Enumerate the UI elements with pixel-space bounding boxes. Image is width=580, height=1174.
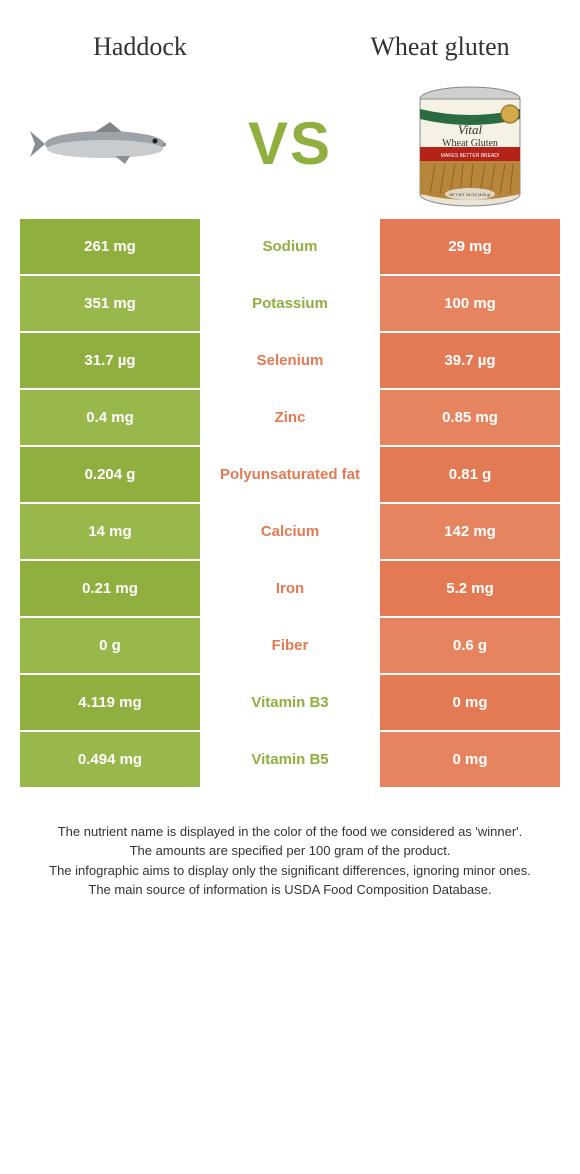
can-label-2: Wheat Gluten bbox=[442, 138, 498, 149]
right-value: 39.7 µg bbox=[380, 333, 560, 388]
nutrient-name: Iron bbox=[200, 561, 380, 616]
fish-icon bbox=[30, 119, 190, 169]
table-row: 0.494 mgVitamin B50 mg bbox=[20, 732, 560, 787]
nutrient-name: Zinc bbox=[200, 390, 380, 445]
left-food-title: Haddock bbox=[40, 30, 240, 64]
can-icon: Vital Wheat Gluten MAKES BETTER BREAD! N… bbox=[405, 79, 535, 209]
footnote-line: The nutrient name is displayed in the co… bbox=[30, 822, 550, 842]
right-value: 29 mg bbox=[380, 219, 560, 274]
right-value: 0.85 mg bbox=[380, 390, 560, 445]
header: Haddock Wheat gluten bbox=[0, 0, 580, 84]
left-value: 0.4 mg bbox=[20, 390, 200, 445]
nutrient-name: Fiber bbox=[200, 618, 380, 673]
left-value: 0.494 mg bbox=[20, 732, 200, 787]
left-food-image bbox=[30, 94, 190, 194]
table-row: 14 mgCalcium142 mg bbox=[20, 504, 560, 559]
left-value: 14 mg bbox=[20, 504, 200, 559]
right-value: 100 mg bbox=[380, 276, 560, 331]
svg-text:NET WT 15 OZ (425 g): NET WT 15 OZ (425 g) bbox=[449, 192, 491, 197]
right-value: 0 mg bbox=[380, 675, 560, 730]
table-row: 0 gFiber0.6 g bbox=[20, 618, 560, 673]
svg-text:MAKES BETTER BREAD!: MAKES BETTER BREAD! bbox=[441, 153, 500, 159]
table-row: 351 mgPotassium100 mg bbox=[20, 276, 560, 331]
left-value: 351 mg bbox=[20, 276, 200, 331]
table-row: 4.119 mgVitamin B30 mg bbox=[20, 675, 560, 730]
nutrient-name: Calcium bbox=[200, 504, 380, 559]
right-value: 0 mg bbox=[380, 732, 560, 787]
table-row: 0.4 mgZinc0.85 mg bbox=[20, 390, 560, 445]
right-value: 5.2 mg bbox=[380, 561, 560, 616]
vs-label: VS bbox=[248, 109, 332, 178]
left-value: 31.7 µg bbox=[20, 333, 200, 388]
nutrient-name: Potassium bbox=[200, 276, 380, 331]
left-value: 261 mg bbox=[20, 219, 200, 274]
nutrient-name: Selenium bbox=[200, 333, 380, 388]
table-row: 0.204 gPolyunsaturated fat0.81 g bbox=[20, 447, 560, 502]
table-row: 261 mgSodium29 mg bbox=[20, 219, 560, 274]
table-row: 0.21 mgIron5.2 mg bbox=[20, 561, 560, 616]
table-row: 31.7 µgSelenium39.7 µg bbox=[20, 333, 560, 388]
nutrient-name: Polyunsaturated fat bbox=[200, 447, 380, 502]
footnote-line: The main source of information is USDA F… bbox=[30, 880, 550, 900]
footnote-line: The infographic aims to display only the… bbox=[30, 861, 550, 881]
right-value: 0.6 g bbox=[380, 618, 560, 673]
footnote-line: The amounts are specified per 100 gram o… bbox=[30, 841, 550, 861]
right-value: 142 mg bbox=[380, 504, 560, 559]
left-value: 4.119 mg bbox=[20, 675, 200, 730]
can-label-1: Vital bbox=[458, 122, 483, 137]
images-row: VS Vital Wheat Gluten MAKES BETTER BREAD… bbox=[0, 84, 580, 219]
right-value: 0.81 g bbox=[380, 447, 560, 502]
right-food-image: Vital Wheat Gluten MAKES BETTER BREAD! N… bbox=[390, 94, 550, 194]
left-value: 0 g bbox=[20, 618, 200, 673]
left-value: 0.204 g bbox=[20, 447, 200, 502]
footnote: The nutrient name is displayed in the co… bbox=[0, 787, 580, 900]
right-food-title: Wheat gluten bbox=[340, 30, 540, 64]
nutrient-name: Vitamin B5 bbox=[200, 732, 380, 787]
left-value: 0.21 mg bbox=[20, 561, 200, 616]
nutrient-name: Sodium bbox=[200, 219, 380, 274]
comparison-table: 261 mgSodium29 mg351 mgPotassium100 mg31… bbox=[20, 219, 560, 787]
nutrient-name: Vitamin B3 bbox=[200, 675, 380, 730]
